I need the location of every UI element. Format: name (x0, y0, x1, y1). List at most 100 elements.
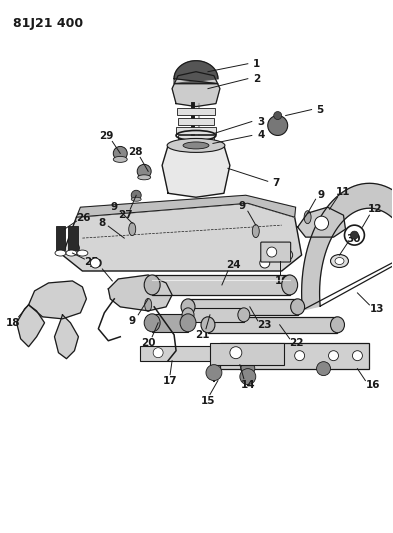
Ellipse shape (144, 314, 160, 332)
Ellipse shape (177, 141, 215, 150)
Circle shape (113, 147, 127, 160)
Polygon shape (55, 315, 79, 359)
Ellipse shape (55, 250, 66, 256)
Ellipse shape (129, 223, 136, 236)
Text: 18: 18 (6, 318, 20, 328)
Circle shape (314, 216, 329, 230)
Text: 13: 13 (370, 304, 385, 314)
Text: 28: 28 (128, 148, 143, 157)
Circle shape (329, 351, 338, 361)
Text: 12: 12 (368, 204, 383, 214)
Text: 9: 9 (111, 202, 118, 212)
Text: 19: 19 (89, 259, 103, 269)
Bar (178, 118, 214, 125)
Circle shape (137, 164, 151, 179)
Ellipse shape (238, 308, 250, 322)
Text: 24: 24 (226, 260, 241, 270)
Polygon shape (17, 305, 44, 346)
Text: 21: 21 (195, 330, 209, 340)
Ellipse shape (182, 308, 194, 322)
Circle shape (230, 346, 242, 359)
Bar (220, 343, 369, 369)
Circle shape (353, 351, 362, 361)
Circle shape (267, 247, 277, 257)
Ellipse shape (66, 250, 77, 256)
Text: 5: 5 (316, 104, 323, 115)
Text: 1: 1 (253, 59, 261, 69)
Circle shape (283, 250, 293, 260)
Bar (188, 299, 298, 315)
Polygon shape (302, 183, 393, 310)
Bar (140, 346, 216, 361)
Text: 15: 15 (201, 395, 215, 406)
Circle shape (240, 369, 256, 385)
FancyBboxPatch shape (261, 242, 291, 262)
Polygon shape (29, 281, 86, 319)
Bar (188, 308, 244, 322)
Ellipse shape (335, 257, 344, 264)
Polygon shape (174, 61, 218, 84)
Circle shape (295, 351, 305, 361)
Polygon shape (76, 195, 296, 217)
Text: 29: 29 (99, 132, 114, 141)
Ellipse shape (180, 314, 196, 332)
Text: 81J21 400: 81J21 400 (13, 18, 83, 30)
Polygon shape (62, 203, 301, 271)
Text: 30: 30 (346, 234, 361, 244)
Ellipse shape (201, 317, 215, 333)
Text: 25: 25 (84, 257, 99, 267)
Text: 9: 9 (129, 316, 136, 326)
Text: 22: 22 (289, 338, 304, 348)
Ellipse shape (183, 142, 209, 149)
Circle shape (351, 231, 358, 239)
Circle shape (241, 362, 255, 376)
Text: 4: 4 (257, 131, 264, 141)
Text: 16: 16 (366, 379, 381, 390)
Polygon shape (108, 275, 172, 311)
Ellipse shape (282, 275, 298, 295)
Bar (55, 226, 66, 250)
Bar (177, 108, 215, 115)
Text: 23: 23 (257, 320, 272, 330)
Ellipse shape (131, 197, 141, 201)
Polygon shape (162, 140, 230, 197)
Polygon shape (172, 72, 220, 107)
Bar (210, 343, 284, 365)
Circle shape (268, 116, 288, 135)
Text: 2: 2 (253, 74, 261, 84)
Circle shape (206, 365, 222, 381)
Bar (208, 317, 338, 333)
Text: 9: 9 (238, 201, 245, 211)
Ellipse shape (113, 156, 127, 163)
Ellipse shape (304, 211, 311, 224)
Ellipse shape (138, 175, 151, 180)
Ellipse shape (144, 275, 160, 295)
Polygon shape (298, 207, 345, 237)
Text: 14: 14 (241, 379, 255, 390)
Bar (152, 275, 290, 295)
Bar (152, 314, 188, 332)
Circle shape (259, 351, 269, 361)
Circle shape (90, 258, 100, 268)
Text: 26: 26 (76, 213, 91, 223)
Circle shape (317, 362, 331, 376)
Bar (68, 226, 79, 250)
Text: 8: 8 (99, 218, 106, 228)
Text: 27: 27 (118, 210, 132, 220)
Ellipse shape (167, 139, 225, 152)
Ellipse shape (331, 317, 345, 333)
Circle shape (153, 348, 163, 358)
Ellipse shape (77, 250, 88, 256)
Ellipse shape (181, 299, 195, 315)
Text: 9: 9 (318, 190, 325, 200)
Bar (178, 135, 214, 142)
Text: 3: 3 (257, 117, 264, 126)
Circle shape (70, 243, 79, 253)
Text: 17: 17 (163, 376, 177, 385)
Circle shape (131, 190, 141, 200)
Circle shape (233, 351, 243, 361)
Circle shape (260, 258, 270, 268)
Ellipse shape (252, 224, 259, 238)
Ellipse shape (331, 255, 349, 268)
Bar (176, 127, 216, 134)
